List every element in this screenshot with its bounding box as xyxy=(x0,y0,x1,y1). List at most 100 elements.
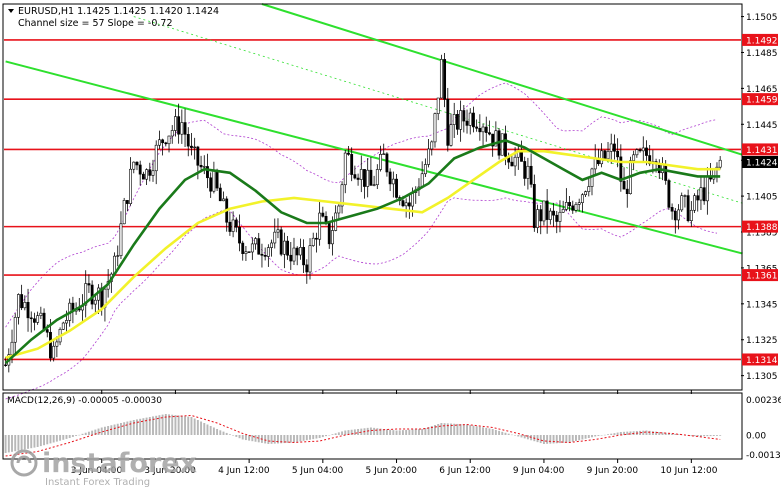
candle-body xyxy=(702,187,706,202)
candle-body xyxy=(718,159,722,168)
x-tick-label-3: 5 Jun 04:00 xyxy=(292,466,344,476)
macd-bar xyxy=(116,423,119,435)
macd-bar xyxy=(517,435,520,437)
macd-bar xyxy=(446,423,449,435)
candle-body xyxy=(135,161,139,166)
y-tick-label-0: 1.1505 xyxy=(746,13,778,23)
candle-body xyxy=(286,240,290,256)
macd-bar xyxy=(603,434,606,436)
candle-body xyxy=(513,156,517,167)
macd-bar xyxy=(91,430,94,435)
candle-body xyxy=(202,166,206,168)
macd-bar xyxy=(357,429,360,435)
macd-bar xyxy=(667,433,670,435)
candle-body xyxy=(372,184,376,186)
time-axis: 3 Jun 04:00 3 Jun 20:00 4 Jun 12:00 5 Jun 0… xyxy=(71,459,718,476)
candle-body xyxy=(308,245,312,273)
candle-body xyxy=(379,153,382,170)
macd-bar xyxy=(171,414,174,435)
macd-signal-line xyxy=(5,414,721,457)
instaforex-logo: instaforex Instant Forex Trading xyxy=(10,448,197,488)
y-tick-label-3: 1.1445 xyxy=(746,121,778,131)
macd-bar xyxy=(542,435,545,444)
macd-bar xyxy=(398,430,401,435)
macd-bar xyxy=(671,433,674,435)
macd-bar xyxy=(129,420,132,435)
candle-body xyxy=(337,205,341,214)
candle-body xyxy=(369,169,373,186)
candle-body xyxy=(388,171,392,185)
macd-bar xyxy=(411,429,414,435)
macd-bar xyxy=(193,418,196,435)
macd-bar xyxy=(610,433,613,435)
macd-bar xyxy=(216,429,219,435)
candle-body xyxy=(404,202,408,207)
candle-body xyxy=(228,221,232,232)
y-tick-label-2: 1.1465 xyxy=(746,85,778,95)
macd-bar xyxy=(578,435,581,441)
candle-body xyxy=(401,200,405,207)
candle-body xyxy=(382,153,386,155)
x-tick-label-1: 3 Jun 20:00 xyxy=(144,466,196,476)
candle-body xyxy=(430,141,434,150)
macd-bar xyxy=(177,415,180,435)
candle-body xyxy=(324,215,328,222)
macd-bar xyxy=(209,426,212,435)
grid-lines xyxy=(101,390,692,394)
candle-body xyxy=(116,255,120,257)
candle-body xyxy=(20,294,24,309)
candle-body xyxy=(241,242,245,254)
candle-body xyxy=(119,223,123,256)
macd-bar xyxy=(462,424,465,435)
candle-body xyxy=(705,176,709,202)
macd-bar xyxy=(478,426,481,435)
candle-body xyxy=(238,226,241,244)
candle-body xyxy=(641,147,645,152)
level-label-bg-4 xyxy=(742,269,778,282)
macd-bar xyxy=(507,433,510,435)
macd-bar xyxy=(59,435,62,441)
macd-bar xyxy=(36,435,39,447)
candle-body xyxy=(526,165,530,179)
level-label-bg-5 xyxy=(742,353,778,366)
candle-body xyxy=(536,209,539,228)
macd-bar xyxy=(17,435,20,451)
moving-averages xyxy=(4,139,721,365)
dropdown-triangle-icon[interactable] xyxy=(8,9,14,13)
macd-bar xyxy=(437,424,440,435)
candle-body xyxy=(292,247,296,262)
macd-bar xyxy=(408,429,411,435)
macd-bar xyxy=(466,424,468,435)
candle-body xyxy=(23,302,27,309)
symbol-header: EURUSD,H1 1.1425 1.1425 1.1420 1.1424 xyxy=(18,6,219,17)
candle-body xyxy=(350,154,354,175)
candle-body xyxy=(289,254,293,262)
macd-bar xyxy=(677,434,680,435)
candle-body xyxy=(635,149,639,156)
macd-bar xyxy=(629,431,632,435)
macd-bar xyxy=(286,435,289,443)
macd-bar xyxy=(23,435,26,450)
macd-bar xyxy=(472,425,475,435)
macd-bar xyxy=(382,429,385,435)
macd-bar xyxy=(414,429,417,435)
current-price-label: 1.1424 xyxy=(746,158,778,168)
candle-body xyxy=(177,116,181,135)
macd-bar xyxy=(491,429,494,435)
candle-body xyxy=(276,229,280,233)
current-price-bg xyxy=(742,155,778,168)
macd-bar xyxy=(664,432,667,435)
candle-body xyxy=(42,312,46,330)
macd-bar xyxy=(568,435,571,443)
level-label-bg-1 xyxy=(742,93,778,106)
macd-bar xyxy=(94,429,97,435)
macd-bar xyxy=(350,429,353,435)
macd-bar xyxy=(321,435,324,438)
macd-bar xyxy=(103,426,106,435)
candle-body xyxy=(141,173,145,180)
macd-bar xyxy=(555,435,558,444)
macd-bar xyxy=(693,435,696,437)
macd-bar xyxy=(65,435,68,439)
candle-body xyxy=(680,195,684,211)
